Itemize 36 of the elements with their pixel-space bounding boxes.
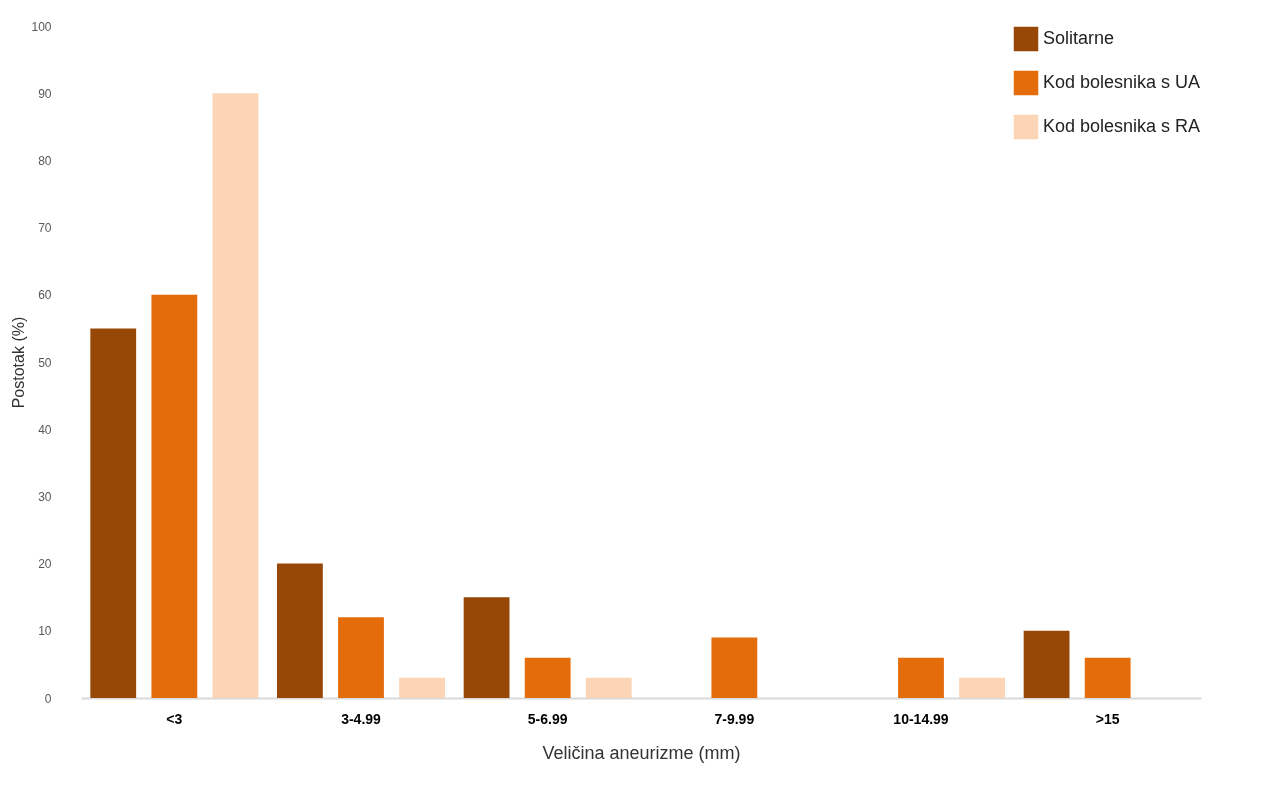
bar	[1084, 657, 1131, 698]
y-tick-label: 0	[44, 691, 52, 706]
y-tick-label: 70	[38, 221, 52, 236]
legend-label: Kod bolesnika s UA	[1043, 72, 1201, 92]
bar	[524, 657, 571, 698]
y-tick-label: 40	[38, 422, 52, 437]
bar	[151, 294, 198, 698]
y-tick-label: 60	[38, 288, 52, 303]
bar	[1023, 630, 1070, 698]
x-tick-label: <3	[166, 710, 183, 727]
y-axis-title: Postotak (%)	[10, 316, 28, 409]
y-tick-label: 30	[38, 489, 52, 504]
bar	[463, 597, 510, 698]
y-tick-label: 100	[31, 19, 52, 34]
x-tick-label: 5-6.99	[527, 710, 568, 727]
bar	[90, 328, 137, 698]
y-tick-label: 80	[38, 153, 52, 168]
bar	[959, 677, 1005, 698]
legend-label: Solitarne	[1043, 28, 1115, 48]
x-tick-label: >15	[1095, 710, 1120, 727]
bar	[711, 637, 758, 698]
bar	[585, 677, 632, 698]
bar	[399, 677, 445, 698]
y-tick-label: 20	[38, 557, 52, 572]
x-axis-title: Veličina aneurizme (mm)	[542, 742, 741, 763]
x-tick-label: 7-9.99	[714, 710, 755, 727]
bar	[338, 617, 384, 698]
x-tick-label: 10-14.99	[893, 710, 949, 727]
legend-label: Kod bolesnika s RA	[1043, 116, 1201, 136]
bar	[898, 657, 944, 698]
bar	[212, 93, 259, 698]
y-tick-label: 50	[38, 355, 52, 370]
y-tick-label: 90	[38, 86, 52, 101]
y-tick-label: 10	[38, 624, 52, 639]
x-tick-label: 3-4.99	[341, 710, 382, 727]
bar	[277, 563, 323, 698]
